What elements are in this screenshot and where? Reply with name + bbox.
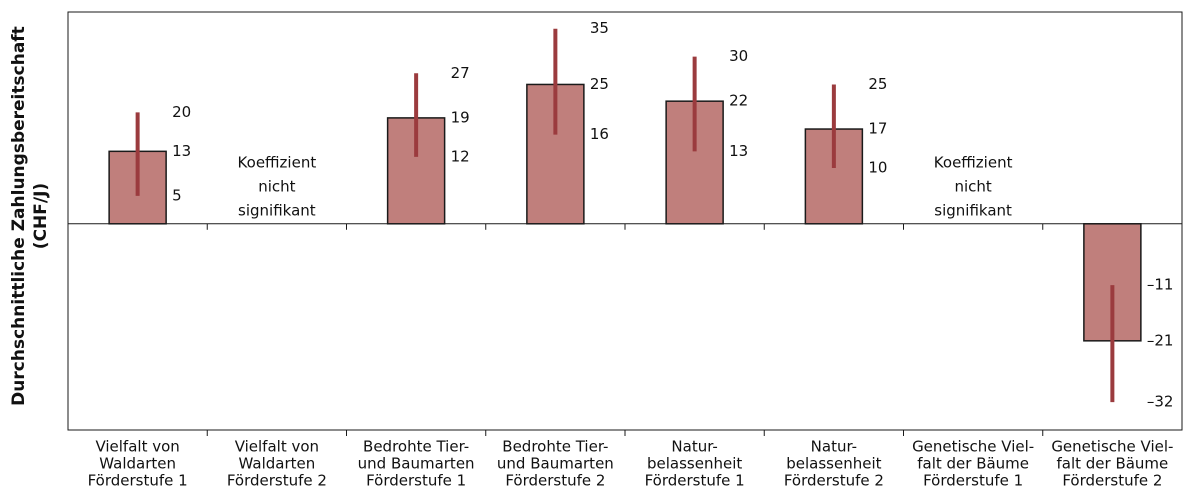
x-tick-label: Genetische Viel-	[912, 438, 1034, 456]
value-label: 19	[451, 108, 470, 126]
x-tick-label: Förderstufe 2	[1062, 472, 1162, 490]
x-tick-label: falt der Bäume	[917, 455, 1029, 473]
x-tick-label: belassenheit	[647, 455, 742, 473]
ci-low-label: 5	[172, 186, 182, 204]
value-label: –21	[1147, 331, 1174, 349]
y-axis-label: Durchschnittliche Zahlungsbereitschaft (…	[8, 6, 52, 426]
ci-low-label: 16	[590, 125, 609, 143]
ci-high-label: 35	[590, 19, 609, 37]
x-tick-label: Förderstufe 1	[366, 472, 466, 490]
not-significant-label: signifikant	[238, 202, 316, 220]
ci-high-label: 27	[451, 64, 470, 82]
x-tick-label: Bedrohte Tier-	[502, 438, 608, 456]
y-axis-label-area: Durchschnittliche Zahlungsbereitschaft (…	[0, 0, 60, 432]
y-axis-label-line-1: Durchschnittliche Zahlungsbereitschaft	[9, 26, 29, 406]
value-label: 13	[172, 142, 191, 160]
not-significant-label: Koeffizient	[934, 154, 1013, 172]
x-tick-label: und Baumarten	[358, 455, 475, 473]
x-tick-label: Waldarten	[99, 455, 176, 473]
x-tick-label: Förderstufe 1	[88, 472, 188, 490]
x-tick-label: Förderstufe 2	[784, 472, 884, 490]
x-tick-label: Genetische Viel-	[1051, 438, 1173, 456]
x-tick-label: Vielfalt von	[235, 438, 319, 456]
x-tick-label: Waldarten	[239, 455, 316, 473]
ci-low-label: –32	[1147, 393, 1174, 411]
value-label: 25	[590, 75, 609, 93]
not-significant-label: signifikant	[934, 202, 1012, 220]
x-tick-label: belassenheit	[786, 455, 881, 473]
x-tick-label: Förderstufe 2	[505, 472, 605, 490]
x-tick-label: Förderstufe 1	[923, 472, 1023, 490]
x-tick-label: Förderstufe 1	[645, 472, 745, 490]
not-significant-label: nicht	[258, 178, 295, 196]
y-axis-label-line-2: (CHF/J)	[31, 182, 51, 250]
x-tick-label: Vielfalt von	[95, 438, 179, 456]
x-tick-label: Bedrohte Tier-	[363, 438, 469, 456]
ci-low-label: 13	[729, 142, 748, 160]
ci-high-label: 25	[868, 75, 887, 93]
x-tick-label: und Baumarten	[497, 455, 614, 473]
plot-frame	[67, 11, 1183, 431]
ci-high-label: –11	[1147, 276, 1174, 294]
x-tick-label: Förderstufe 2	[227, 472, 327, 490]
x-tick-label: Natur-	[671, 438, 717, 456]
value-label: 22	[729, 92, 748, 110]
not-significant-label: Koeffizient	[238, 154, 317, 172]
x-tick-label: Natur-	[811, 438, 857, 456]
value-label: 17	[868, 120, 887, 138]
not-significant-label: nicht	[954, 178, 991, 196]
ci-high-label: 20	[172, 103, 191, 121]
ci-high-label: 30	[729, 47, 748, 65]
ci-low-label: 12	[451, 147, 470, 165]
ci-low-label: 10	[868, 159, 887, 177]
x-tick-label: falt der Bäume	[1056, 455, 1168, 473]
